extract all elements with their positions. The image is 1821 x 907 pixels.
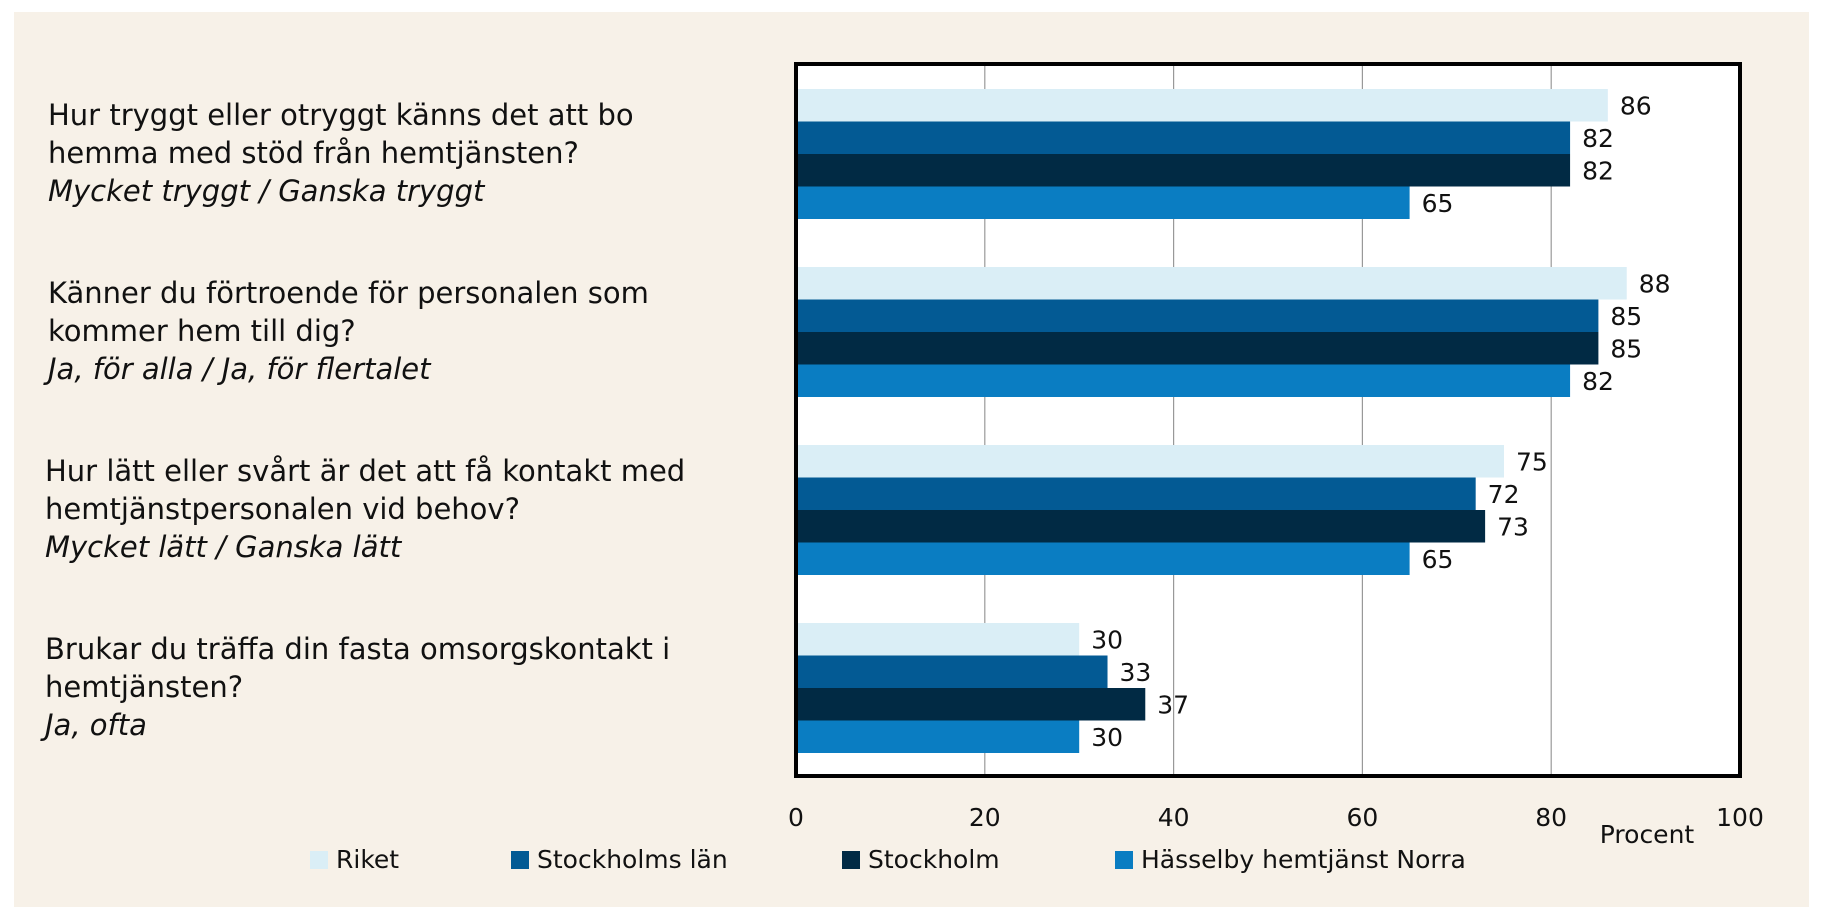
bar xyxy=(796,510,1486,543)
legend-swatch xyxy=(842,851,860,869)
category-label: Brukar du träffa din fasta omsorgskontak… xyxy=(45,603,725,771)
legend-label: Riket xyxy=(336,845,399,874)
value-label: 85 xyxy=(1610,334,1642,363)
value-label: 33 xyxy=(1120,658,1152,687)
x-tick-label: 40 xyxy=(1158,803,1190,832)
bar xyxy=(796,186,1410,219)
bar xyxy=(796,542,1410,575)
value-label: 65 xyxy=(1422,545,1454,574)
answer: Ja, för alla / Ja, för flertalet xyxy=(48,352,431,386)
bar xyxy=(796,299,1599,332)
bar xyxy=(796,154,1571,187)
value-label: 30 xyxy=(1091,625,1123,654)
legend-label: Hässelby hemtjänst Norra xyxy=(1141,845,1466,874)
category-label: Hur tryggt eller otryggt känns det att b… xyxy=(48,69,728,237)
bar xyxy=(796,89,1608,122)
value-label: 82 xyxy=(1582,367,1614,396)
value-label: 37 xyxy=(1157,690,1189,719)
legend-swatch xyxy=(310,851,328,869)
value-label: 30 xyxy=(1091,723,1123,752)
x-tick-label: 80 xyxy=(1535,803,1567,832)
bar xyxy=(796,364,1571,397)
answer: Mycket tryggt / Ganska tryggt xyxy=(48,174,485,208)
legend-swatch xyxy=(511,851,529,869)
question: Hur lätt eller svårt är det att få konta… xyxy=(45,454,686,526)
plot-border xyxy=(794,62,1742,778)
value-label: 75 xyxy=(1516,447,1548,476)
legend-swatch xyxy=(1115,851,1133,869)
x-tick-label: 100 xyxy=(1716,803,1764,832)
bar xyxy=(796,121,1571,154)
value-label: 65 xyxy=(1422,189,1454,218)
x-tick-label: 0 xyxy=(788,803,804,832)
value-label: 82 xyxy=(1582,124,1614,153)
bar xyxy=(796,720,1080,753)
x-tick-label: 60 xyxy=(1346,803,1378,832)
value-label: 85 xyxy=(1610,302,1642,331)
value-label: 73 xyxy=(1497,512,1529,541)
legend-label: Stockholm xyxy=(868,845,1000,874)
legend-label: Stockholms län xyxy=(537,845,728,874)
x-tick-label: 20 xyxy=(969,803,1001,832)
value-label: 72 xyxy=(1488,480,1520,509)
bar xyxy=(796,445,1504,478)
question: Brukar du träffa din fasta omsorgskontak… xyxy=(45,632,671,704)
bar xyxy=(796,688,1146,721)
bar xyxy=(796,267,1627,300)
answer: Ja, ofta xyxy=(45,708,147,742)
x-axis-label: Procent xyxy=(1600,820,1695,849)
bar xyxy=(796,477,1476,510)
value-label: 86 xyxy=(1620,91,1652,120)
answer: Mycket lätt / Ganska lätt xyxy=(45,530,402,564)
category-label: Känner du förtroende för personalen som … xyxy=(48,247,728,415)
value-label: 82 xyxy=(1582,156,1614,185)
bar xyxy=(796,623,1080,656)
category-label: Hur lätt eller svårt är det att få konta… xyxy=(45,425,725,593)
bar xyxy=(796,655,1108,688)
question: Hur tryggt eller otryggt känns det att b… xyxy=(48,98,634,170)
question: Känner du förtroende för personalen som … xyxy=(48,276,649,348)
value-label: 88 xyxy=(1639,269,1671,298)
bar xyxy=(796,332,1599,365)
